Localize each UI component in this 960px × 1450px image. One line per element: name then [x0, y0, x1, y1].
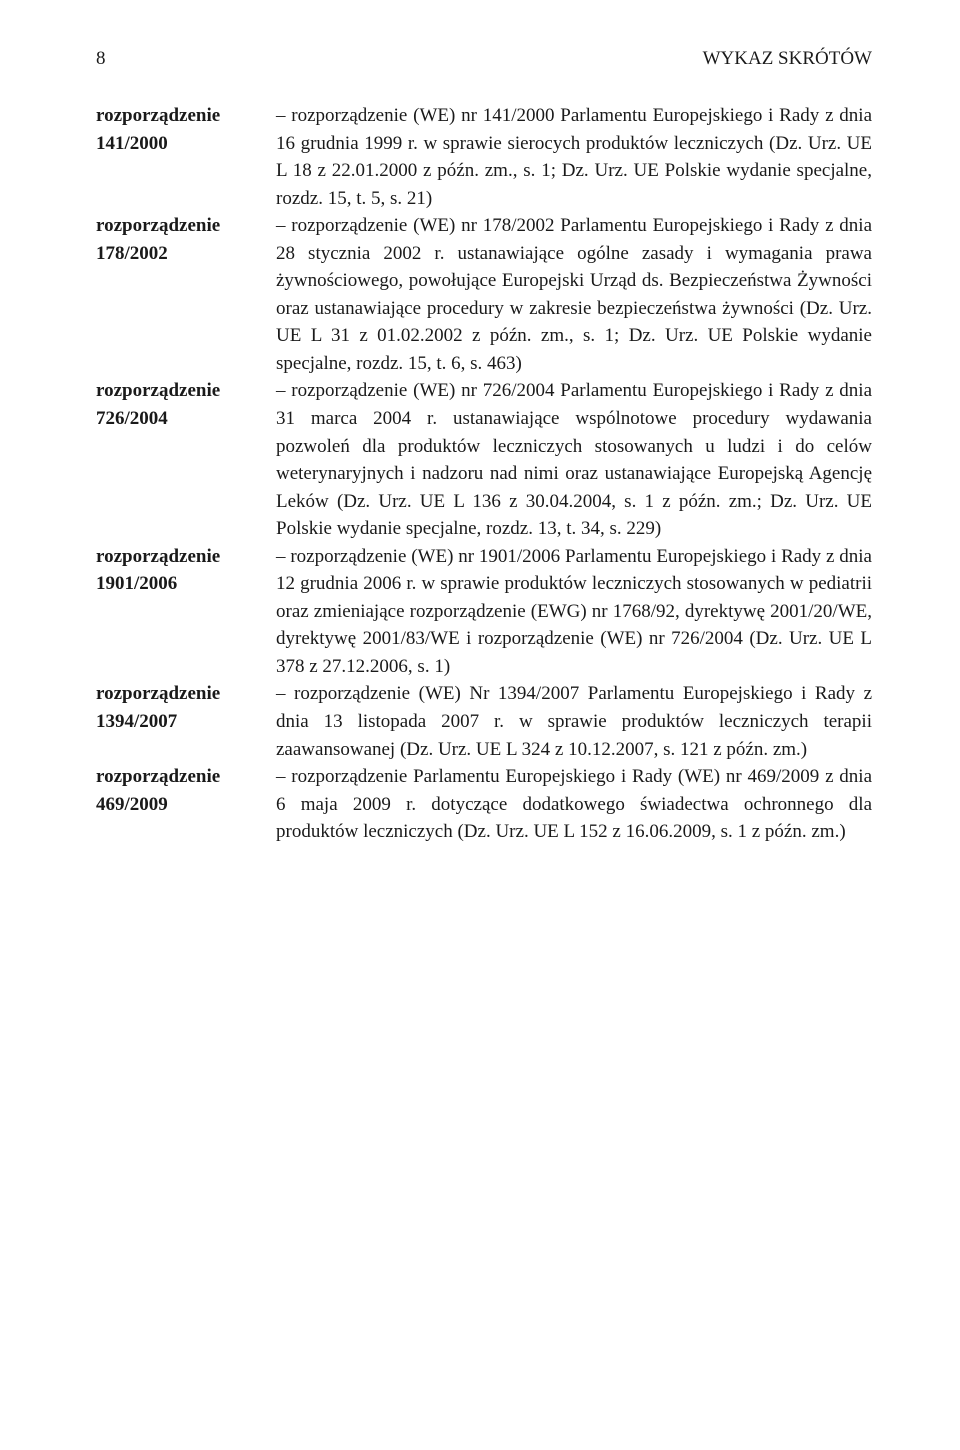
- definition-column: – rozporządzenie (WE) nr 1901/2006 Parla…: [276, 543, 872, 681]
- term-line: 141/2000: [96, 130, 268, 158]
- list-item: rozporządzenie 1901/2006 – rozporządzeni…: [96, 543, 872, 681]
- term-line: rozporządzenie: [96, 680, 268, 708]
- dash-separator: –: [276, 546, 286, 567]
- dash-separator: –: [276, 215, 286, 236]
- definition-column: – rozporządzenie (WE) Nr 1394/2007 Parla…: [276, 680, 872, 763]
- definition-text: rozporządzenie Parlamentu Europejskiego …: [276, 766, 872, 842]
- term-column: rozporządzenie 1901/2006: [96, 543, 276, 681]
- definition-column: – rozporządzenie (WE) nr 726/2004 Parlam…: [276, 377, 872, 542]
- page-number: 8: [96, 48, 106, 70]
- definition-column: – rozporządzenie (WE) nr 141/2000 Parlam…: [276, 102, 872, 212]
- term-line: rozporządzenie: [96, 377, 268, 405]
- dash-separator: –: [276, 683, 286, 704]
- term-line: rozporządzenie: [96, 543, 268, 571]
- term-line: 178/2002: [96, 240, 268, 268]
- term-line: 1901/2006: [96, 570, 268, 598]
- term-line: 1394/2007: [96, 708, 268, 736]
- list-item: rozporządzenie 141/2000 – rozporządzenie…: [96, 102, 872, 212]
- term-column: rozporządzenie 469/2009: [96, 763, 276, 846]
- definition-text: rozporządzenie (WE) nr 1901/2006 Parlame…: [276, 546, 872, 677]
- term-line: rozporządzenie: [96, 102, 268, 130]
- term-column: rozporządzenie 1394/2007: [96, 680, 276, 763]
- term-column: rozporządzenie 178/2002: [96, 212, 276, 377]
- dash-separator: –: [276, 766, 286, 787]
- list-item: rozporządzenie 178/2002 – rozporządzenie…: [96, 212, 872, 377]
- term-line: 726/2004: [96, 405, 268, 433]
- definition-text: rozporządzenie (WE) nr 178/2002 Parlamen…: [276, 215, 872, 374]
- definition-text: rozporządzenie (WE) Nr 1394/2007 Parlame…: [276, 683, 872, 759]
- definition-column: – rozporządzenie (WE) nr 178/2002 Parlam…: [276, 212, 872, 377]
- definition-column: – rozporządzenie Parlamentu Europejskieg…: [276, 763, 872, 846]
- term-column: rozporządzenie 141/2000: [96, 102, 276, 212]
- list-item: rozporządzenie 469/2009 – rozporządzenie…: [96, 763, 872, 846]
- term-column: rozporządzenie 726/2004: [96, 377, 276, 542]
- list-item: rozporządzenie 1394/2007 – rozporządzeni…: [96, 680, 872, 763]
- definition-text: rozporządzenie (WE) nr 141/2000 Parlamen…: [276, 105, 872, 209]
- entries-list: rozporządzenie 141/2000 – rozporządzenie…: [96, 102, 872, 846]
- header-title: WYKAZ SKRÓTÓW: [703, 48, 872, 70]
- definition-text: rozporządzenie (WE) nr 726/2004 Parlamen…: [276, 380, 872, 539]
- term-line: 469/2009: [96, 791, 268, 819]
- dash-separator: –: [276, 380, 286, 401]
- list-item: rozporządzenie 726/2004 – rozporządzenie…: [96, 377, 872, 542]
- term-line: rozporządzenie: [96, 763, 268, 791]
- page-header: 8 WYKAZ SKRÓTÓW: [96, 48, 872, 70]
- term-line: rozporządzenie: [96, 212, 268, 240]
- dash-separator: –: [276, 105, 286, 126]
